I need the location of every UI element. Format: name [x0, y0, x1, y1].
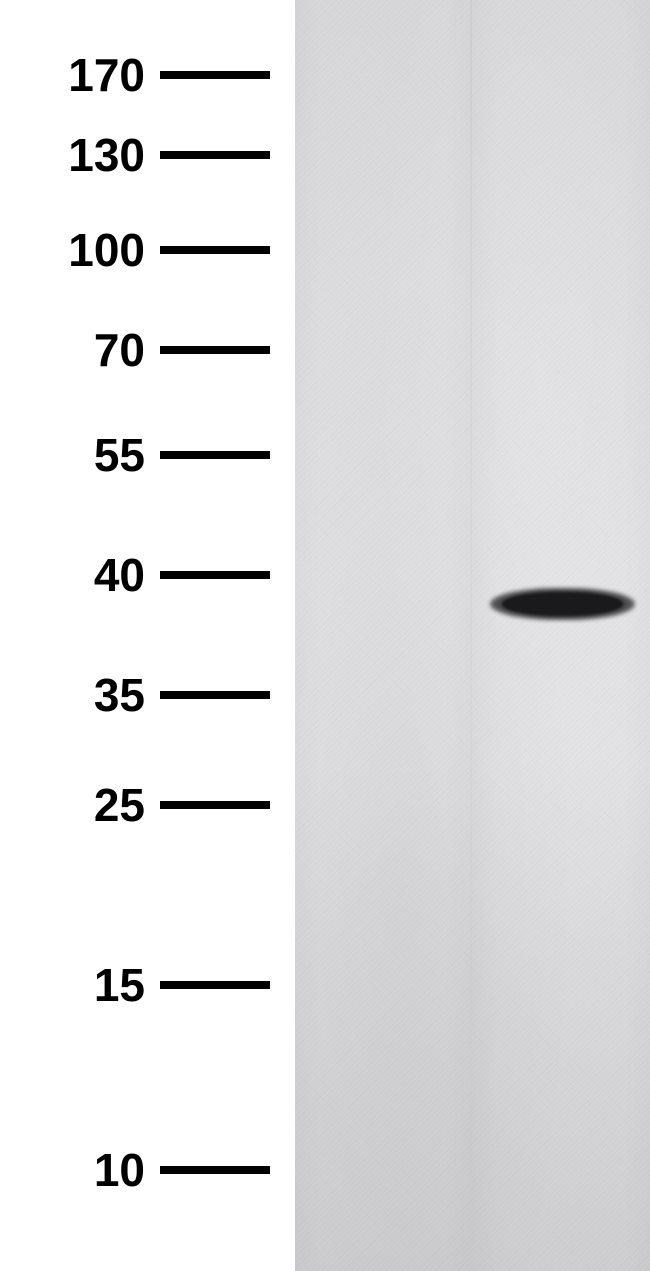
marker-row-55: 55	[0, 432, 290, 478]
lane-2	[472, 0, 650, 1271]
marker-tick-170	[160, 71, 270, 79]
band-core-lane-2-0	[502, 593, 624, 615]
marker-label-15: 15	[0, 958, 145, 1012]
marker-tick-25	[160, 801, 270, 809]
marker-tick-55	[160, 451, 270, 459]
marker-row-25: 25	[0, 782, 290, 828]
marker-row-100: 100	[0, 227, 290, 273]
marker-label-70: 70	[0, 323, 145, 377]
lane-1	[295, 0, 470, 1271]
blot-membrane	[295, 0, 650, 1271]
marker-tick-130	[160, 151, 270, 159]
marker-row-40: 40	[0, 552, 290, 598]
blot-background	[295, 0, 650, 1271]
marker-tick-15	[160, 981, 270, 989]
marker-row-70: 70	[0, 327, 290, 373]
marker-row-15: 15	[0, 962, 290, 1008]
marker-label-100: 100	[0, 223, 145, 277]
marker-label-130: 130	[0, 128, 145, 182]
molecular-weight-ladder: 170 130 100 70 55 40 35 25 15 10	[0, 0, 290, 1271]
marker-row-35: 35	[0, 672, 290, 718]
marker-label-25: 25	[0, 778, 145, 832]
marker-label-170: 170	[0, 48, 145, 102]
marker-tick-100	[160, 246, 270, 254]
marker-label-35: 35	[0, 668, 145, 722]
marker-label-10: 10	[0, 1143, 145, 1197]
marker-label-55: 55	[0, 428, 145, 482]
marker-label-40: 40	[0, 548, 145, 602]
marker-tick-40	[160, 571, 270, 579]
marker-row-130: 130	[0, 132, 290, 178]
marker-row-170: 170	[0, 52, 290, 98]
western-blot-figure: 170 130 100 70 55 40 35 25 15 10	[0, 0, 650, 1271]
marker-tick-70	[160, 346, 270, 354]
marker-tick-10	[160, 1166, 270, 1174]
marker-row-10: 10	[0, 1147, 290, 1193]
marker-tick-35	[160, 691, 270, 699]
